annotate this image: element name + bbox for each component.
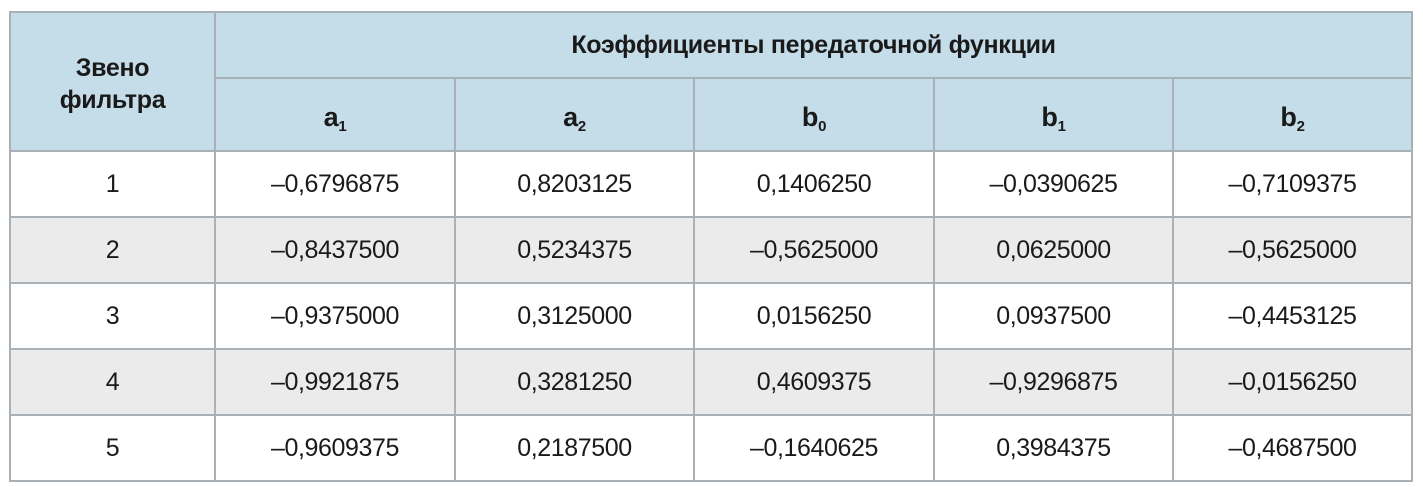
header-group-title: Коэффициенты передаточной функции	[213, 11, 1414, 79]
cell-a1: –0,8437500	[214, 216, 456, 284]
cell-a2: 0,3281250	[454, 348, 695, 416]
cell-b0: 0,1406250	[693, 150, 935, 218]
header-row-top: Звено фильтра Коэффициенты передаточной …	[9, 11, 1414, 152]
filter-coefficients-table: Звено фильтра Коэффициенты передаточной …	[9, 11, 1414, 482]
cell-b0: –0,5625000	[693, 216, 935, 284]
cell-a2: 0,2187500	[454, 414, 695, 482]
coef-a2-base: a	[563, 102, 578, 132]
coef-b0-base: b	[801, 102, 819, 132]
table-body: 1 –0,6796875 0,8203125 0,1406250 –0,0390…	[9, 150, 1414, 482]
header-filter-link: Звено фильтра	[9, 11, 216, 152]
cell-b1: 0,0937500	[933, 282, 1174, 350]
table-row: 5 –0,9609375 0,2187500 –0,1640625 0,3984…	[9, 414, 1414, 482]
coef-b1-sub: 1	[1057, 118, 1066, 135]
cell-b2: –0,0156250	[1171, 348, 1414, 416]
cell-link: 2	[9, 216, 216, 284]
cell-b1: 0,3984375	[933, 414, 1174, 482]
cell-link: 3	[9, 282, 216, 350]
table-row: 3 –0,9375000 0,3125000 0,0156250 0,09375…	[9, 282, 1414, 350]
coef-a1-sub: 1	[338, 118, 347, 135]
coef-b2-base: b	[1280, 102, 1297, 132]
cell-a1: –0,9609375	[214, 414, 456, 482]
table-row: 2 –0,8437500 0,5234375 –0,5625000 0,0625…	[9, 216, 1414, 284]
cell-link: 4	[9, 348, 216, 416]
cell-b0: –0,1640625	[693, 414, 935, 482]
cell-b0: 0,0156250	[693, 282, 935, 350]
coef-a2-sub: 2	[577, 118, 586, 135]
header-coef-b0: b0	[693, 77, 935, 152]
cell-a1: –0,9375000	[214, 282, 456, 350]
table-row: 1 –0,6796875 0,8203125 0,1406250 –0,0390…	[9, 150, 1414, 218]
header-filter-link-line1: Звено	[75, 53, 150, 82]
cell-b0: 0,4609375	[693, 348, 935, 416]
cell-a2: 0,8203125	[454, 150, 695, 218]
header-coef-a1: a1	[214, 77, 456, 152]
header-row-coefficients: a1 a2 b0 b1 b2	[10, 77, 1414, 152]
cell-b2: –0,4687500	[1171, 414, 1414, 482]
header-coef-a2: a2	[454, 77, 695, 152]
coefficients-table-wrapper: Звено фильтра Коэффициенты передаточной …	[9, 11, 1414, 482]
coef-b0-sub: 0	[818, 118, 827, 135]
cell-link: 5	[9, 414, 216, 482]
cell-b2: –0,7109375	[1171, 150, 1414, 218]
cell-b1: –0,0390625	[933, 150, 1174, 218]
cell-a1: –0,9921875	[214, 348, 456, 416]
coef-b1-base: b	[1041, 102, 1058, 132]
table-header: Звено фильтра Коэффициенты передаточной …	[9, 11, 1414, 152]
cell-a2: 0,5234375	[454, 216, 695, 284]
cell-b2: –0,5625000	[1171, 216, 1414, 284]
cell-a1: –0,6796875	[214, 150, 456, 218]
header-coef-b1: b1	[933, 77, 1174, 152]
cell-b1: –0,9296875	[933, 348, 1174, 416]
table-row: 4 –0,9921875 0,3281250 0,4609375 –0,9296…	[9, 348, 1414, 416]
cell-b2: –0,4453125	[1171, 282, 1414, 350]
coef-b2-sub: 2	[1296, 118, 1305, 135]
coef-a1-base: a	[323, 102, 339, 132]
cell-link: 1	[9, 150, 216, 218]
cell-b1: 0,0625000	[933, 216, 1174, 284]
header-filter-link-line2: фильтра	[59, 85, 166, 114]
header-coef-b2: b2	[1171, 77, 1414, 152]
cell-a2: 0,3125000	[454, 282, 695, 350]
